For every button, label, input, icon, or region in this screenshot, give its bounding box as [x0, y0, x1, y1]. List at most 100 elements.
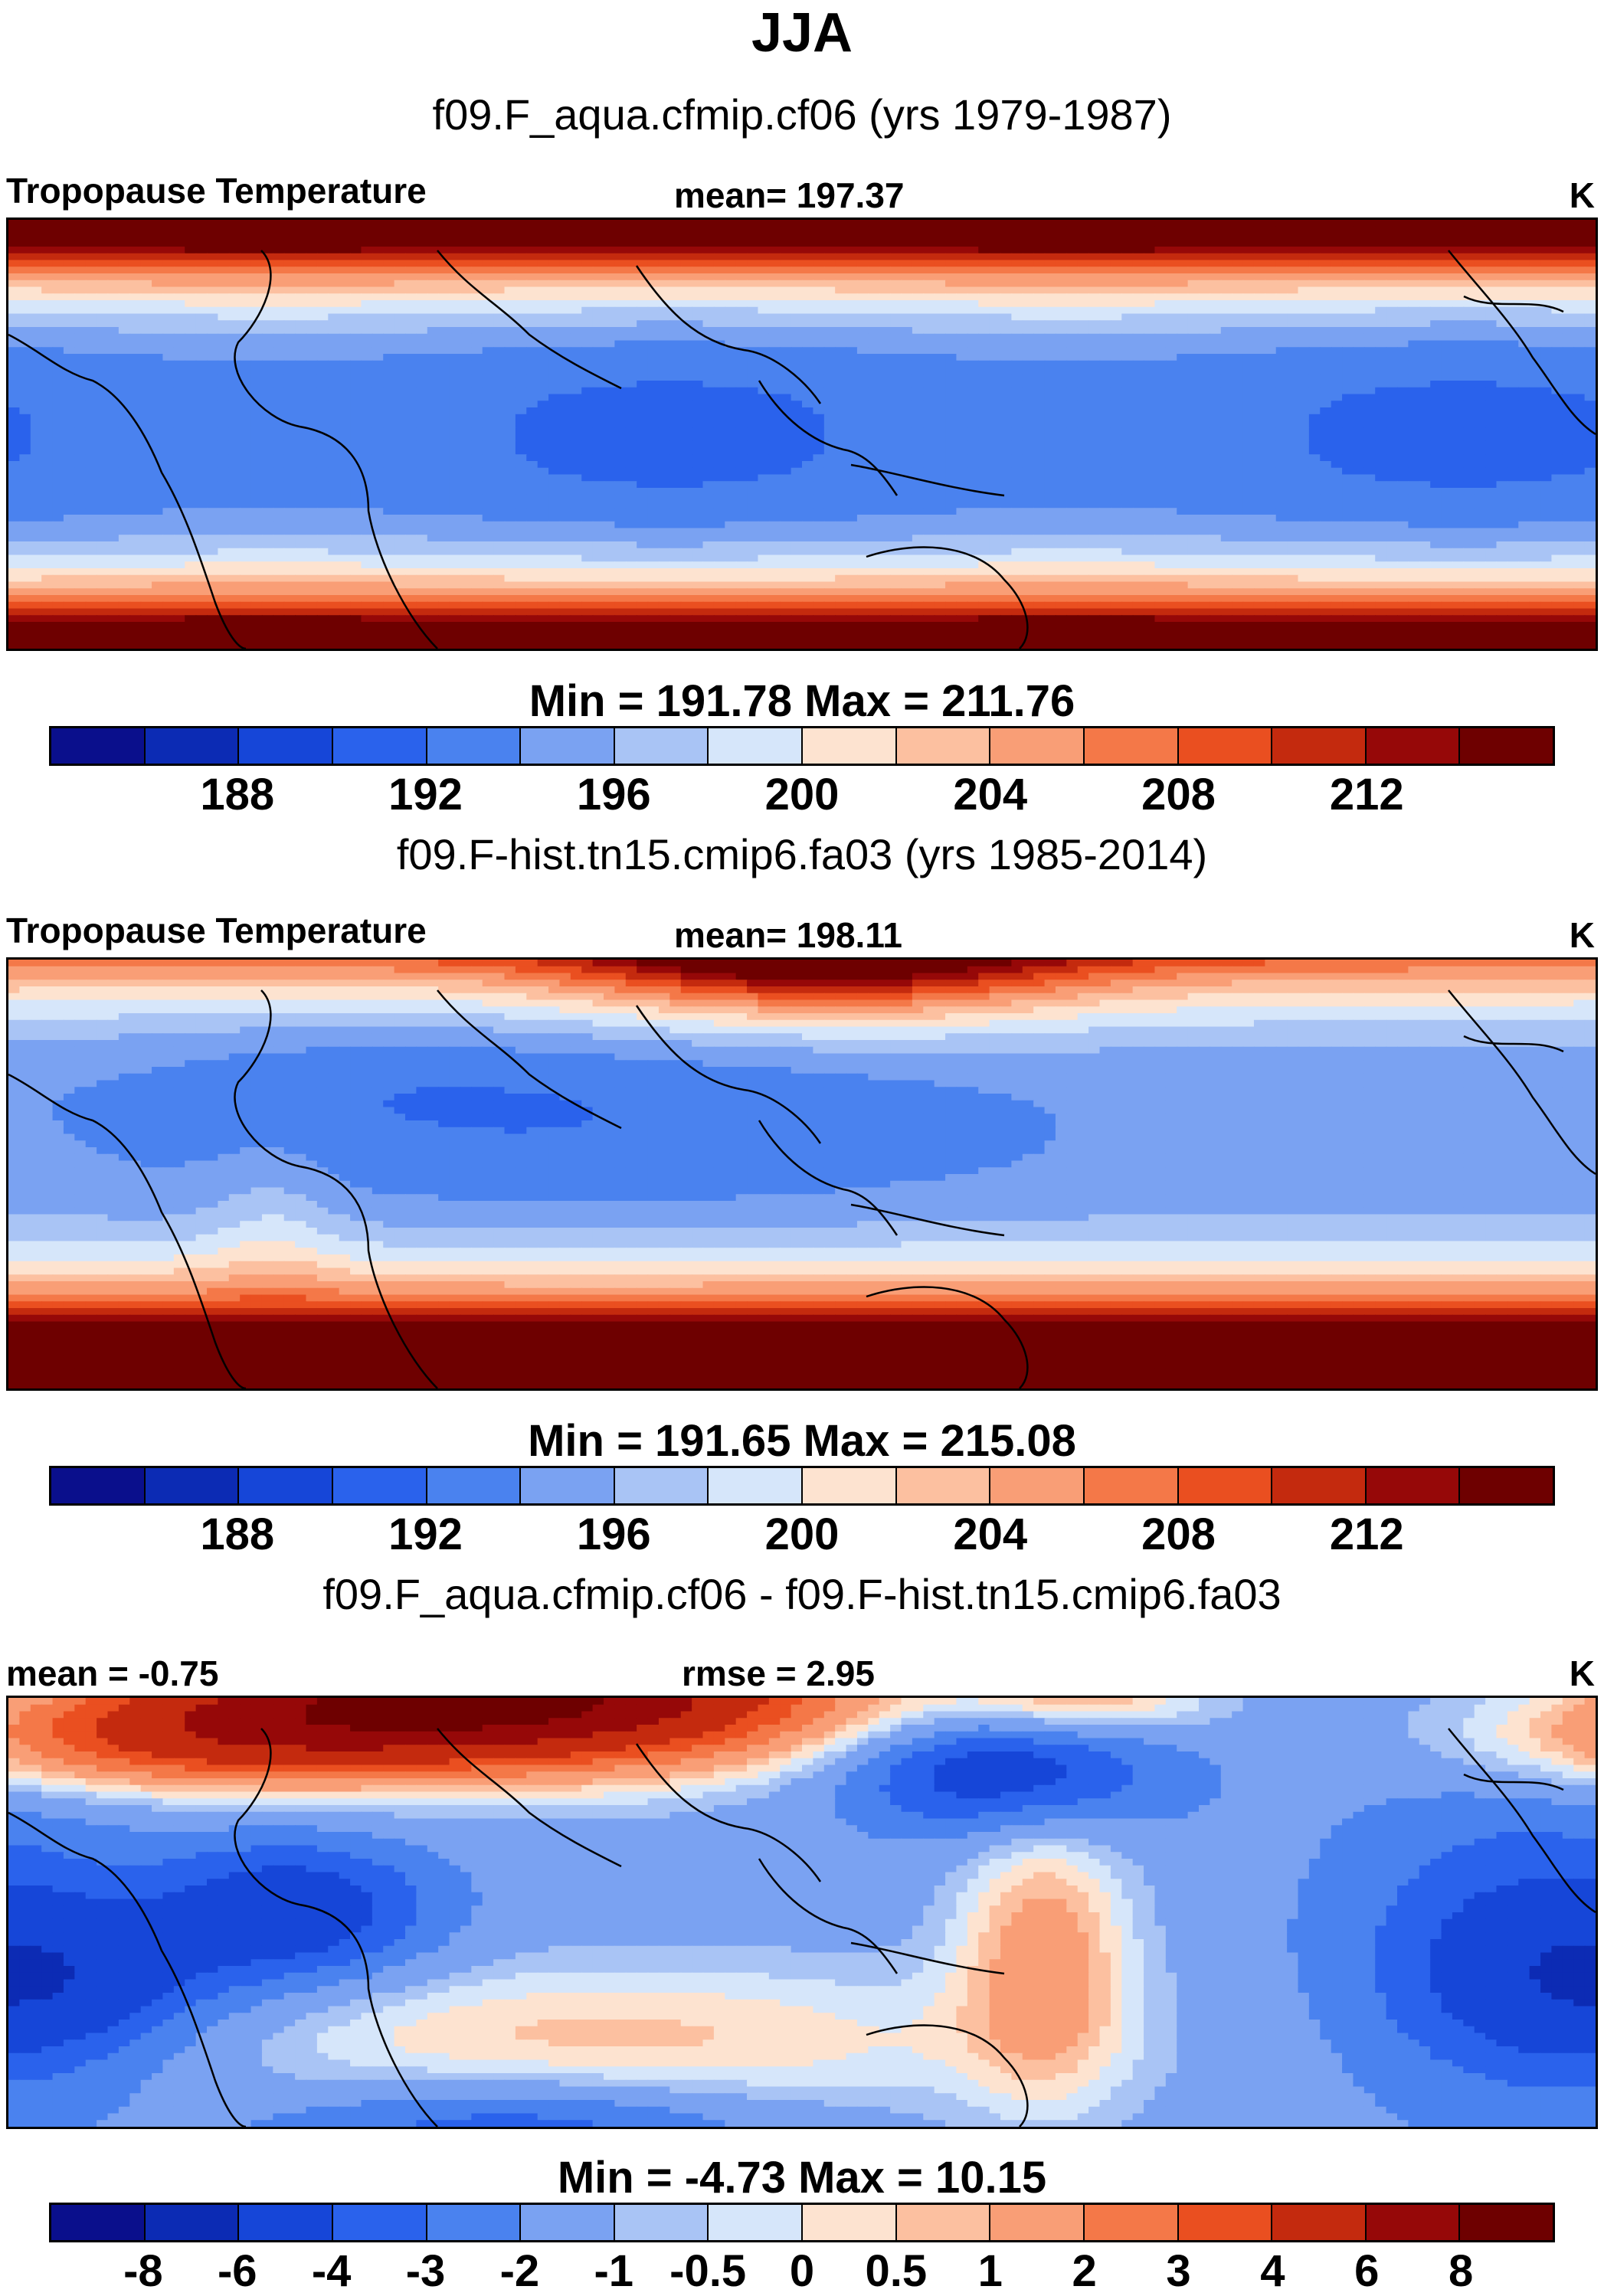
panel1-cell: [758, 401, 770, 408]
panel1-cell: [978, 260, 990, 268]
panel1-cell: [1463, 273, 1475, 281]
panel1-cell: [1132, 240, 1144, 247]
panel1-cell: [405, 440, 417, 449]
panel1-cell: [835, 440, 847, 449]
panel1-cell: [438, 401, 450, 408]
panel1-cell: [1363, 286, 1376, 295]
panel1-cell: [372, 427, 385, 435]
panel1-cell: [768, 414, 781, 422]
panel1-cell: [295, 333, 307, 342]
panel1-cell: [1441, 427, 1453, 435]
panel1-cell: [1375, 374, 1387, 381]
panel1-cell: [1154, 333, 1167, 342]
panel1-cell: [1518, 427, 1530, 435]
panel1-cell: [173, 447, 186, 456]
panel1-cell: [1507, 401, 1520, 408]
panel1-cell: [173, 267, 186, 274]
panel1-cell: [416, 300, 428, 308]
panel1-cell: [637, 300, 649, 308]
panel1-cell: [394, 394, 406, 402]
panel1-cell: [52, 320, 64, 328]
panel1-cell: [1077, 306, 1089, 315]
panel1-cell: [383, 360, 395, 368]
panel1-cell: [702, 367, 715, 375]
panel1-cell: [1199, 273, 1211, 281]
panel1-cell: [680, 267, 692, 274]
panel1-cell: [1331, 374, 1343, 381]
panel1-cell: [1584, 440, 1596, 449]
panel1-cell: [250, 374, 263, 381]
panel1-cell: [1496, 420, 1508, 429]
panel1-cell: [228, 273, 241, 281]
panel1-cell: [140, 260, 152, 268]
panel1-cell: [1220, 327, 1232, 335]
panel1-cell: [537, 440, 549, 449]
panel1-cell: [1210, 434, 1222, 442]
panel1-cell: [372, 414, 385, 422]
panel1-cell: [1077, 434, 1089, 442]
panel1-cell: [372, 240, 385, 247]
panel1-cell: [879, 420, 891, 429]
panel1-cell: [758, 260, 770, 268]
panel1-cell: [912, 300, 925, 308]
panel1-cell: [273, 360, 285, 368]
panel1-cell: [449, 367, 461, 375]
panel1-cell: [1298, 434, 1310, 442]
panel1-cell: [1066, 327, 1079, 335]
panel1-cell: [1562, 300, 1575, 308]
panel1-cell: [1342, 340, 1354, 348]
panel1-cell: [1353, 253, 1365, 261]
panel1-cell: [283, 240, 296, 247]
panel1-cell: [416, 233, 428, 241]
panel1-cell: [890, 293, 902, 301]
panel1-cell: [1099, 240, 1111, 247]
panel1-cell: [1463, 300, 1475, 308]
panel1-cell: [1474, 387, 1486, 395]
panel1-cell: [405, 333, 417, 342]
panel1-cell: [306, 293, 318, 301]
panel1-cell: [1242, 233, 1255, 241]
panel1-cell: [835, 240, 847, 247]
panel1-cell: [1474, 313, 1486, 322]
panel1-cell: [97, 414, 109, 422]
panel1-cell: [228, 447, 241, 456]
panel1-cell: [1165, 340, 1178, 348]
panel1-cell: [19, 286, 31, 295]
panel1-cell: [107, 387, 119, 395]
panel1-cell: [1397, 260, 1409, 268]
panel1-cell: [273, 220, 285, 227]
panel1-cell: [604, 367, 616, 375]
panel1-cell: [923, 247, 935, 254]
panel1-cell: [1144, 387, 1156, 395]
panel1-cell: [1386, 434, 1398, 442]
panel1-cell: [515, 253, 528, 261]
panel1-cell: [1331, 220, 1343, 227]
panel1-cell: [923, 280, 935, 288]
panel1-cell: [1342, 354, 1354, 361]
panel1-cell: [1452, 381, 1465, 388]
panel1-cell: [85, 327, 97, 335]
panel1-cell: [1232, 253, 1244, 261]
panel1-cell: [1320, 354, 1332, 361]
panel1-cell: [1287, 340, 1299, 348]
panel1-cell: [52, 440, 64, 449]
panel1-cell: [713, 374, 726, 381]
panel1-cell: [1066, 293, 1079, 301]
panel1-cell: [945, 347, 957, 355]
panel1-cell: [890, 286, 902, 295]
panel1-cell: [140, 226, 152, 234]
panel1-cell: [1011, 401, 1023, 408]
panel1-cell: [647, 247, 660, 254]
panel1-cell: [383, 387, 395, 395]
panel1-cell: [548, 420, 561, 429]
panel1-cell: [162, 407, 175, 415]
panel1-cell: [1144, 440, 1156, 449]
panel1-cell: [1485, 394, 1498, 402]
panel1-cell: [1055, 300, 1068, 308]
panel1-cell: [250, 280, 263, 288]
panel1-cell: [802, 387, 814, 395]
panel1-cell: [1430, 434, 1442, 442]
panel1-cell: [207, 420, 219, 429]
panel1-cell: [1485, 427, 1498, 435]
panel1-cell: [295, 327, 307, 335]
